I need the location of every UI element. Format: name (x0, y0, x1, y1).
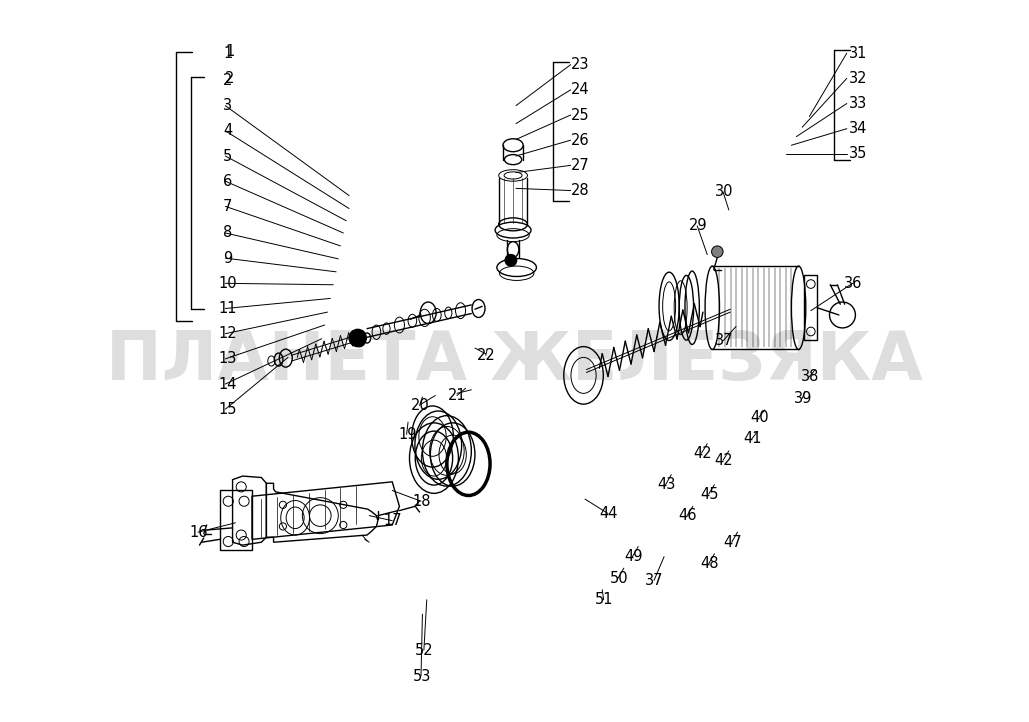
Text: 18: 18 (413, 494, 431, 509)
Text: 34: 34 (849, 121, 867, 136)
Text: 37: 37 (645, 573, 664, 588)
Text: 32: 32 (849, 71, 867, 86)
Text: 43: 43 (657, 477, 675, 492)
Circle shape (712, 246, 723, 258)
Text: 16: 16 (189, 525, 208, 539)
Text: 35: 35 (849, 147, 867, 161)
Text: 52: 52 (416, 643, 434, 658)
Text: 53: 53 (413, 669, 431, 684)
Text: 37: 37 (714, 334, 733, 348)
Text: 23: 23 (571, 57, 589, 72)
Text: 50: 50 (609, 570, 628, 586)
Text: 49: 49 (624, 549, 642, 564)
Text: 41: 41 (743, 431, 761, 446)
Text: 8: 8 (223, 225, 233, 240)
Text: 4: 4 (223, 123, 233, 139)
Text: 2: 2 (223, 73, 233, 88)
Text: 24: 24 (571, 82, 590, 97)
Text: 19: 19 (398, 427, 417, 442)
Text: 2: 2 (225, 71, 235, 86)
Circle shape (349, 329, 366, 347)
Text: 44: 44 (599, 506, 617, 521)
Ellipse shape (410, 423, 458, 493)
Text: 20: 20 (411, 398, 430, 413)
Text: 42: 42 (714, 453, 733, 468)
Text: 26: 26 (571, 133, 590, 148)
Text: 33: 33 (849, 96, 867, 111)
Text: 28: 28 (571, 183, 590, 198)
Text: 45: 45 (700, 487, 718, 502)
Text: 7: 7 (223, 199, 233, 214)
Text: 48: 48 (700, 557, 718, 571)
Text: 10: 10 (218, 276, 237, 291)
Text: 38: 38 (801, 370, 819, 384)
Text: 21: 21 (449, 388, 467, 403)
Text: 3: 3 (223, 98, 233, 113)
Text: 6: 6 (223, 174, 233, 188)
Text: 25: 25 (571, 108, 590, 123)
Text: 17: 17 (384, 513, 402, 529)
Text: 12: 12 (218, 326, 237, 342)
Text: 47: 47 (723, 535, 742, 549)
Text: 5: 5 (223, 149, 233, 163)
Text: 27: 27 (571, 158, 590, 173)
Text: 29: 29 (688, 218, 707, 233)
Text: 36: 36 (844, 276, 862, 291)
Text: 1: 1 (225, 44, 235, 59)
Text: 22: 22 (477, 348, 496, 362)
Text: 51: 51 (595, 592, 613, 607)
Text: 1: 1 (223, 45, 233, 61)
Circle shape (505, 255, 517, 266)
Text: 42: 42 (693, 445, 711, 461)
Text: 13: 13 (218, 352, 237, 366)
Text: ПЛАНЕТА ЖЕЛЕЗЯКА: ПЛАНЕТА ЖЕЛЕЗЯКА (106, 328, 923, 394)
Text: 9: 9 (223, 251, 233, 266)
Text: 31: 31 (849, 45, 867, 61)
Text: 11: 11 (218, 301, 237, 316)
Text: 30: 30 (714, 185, 733, 199)
Text: 39: 39 (793, 391, 812, 406)
Text: 14: 14 (218, 376, 237, 391)
Text: 46: 46 (678, 508, 697, 523)
Text: 40: 40 (750, 409, 769, 425)
Text: 15: 15 (218, 401, 237, 417)
